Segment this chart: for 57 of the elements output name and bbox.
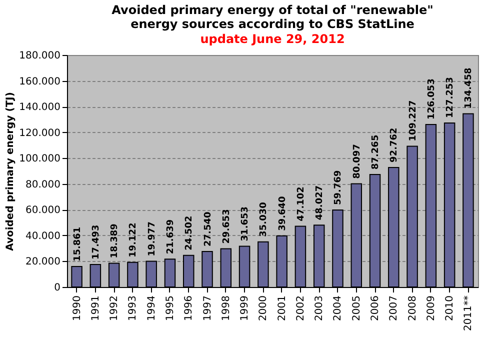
x-tick-label: 2003 — [314, 296, 326, 321]
x-tick-label: 1992 — [109, 296, 120, 321]
x-tick-label: 2001 — [276, 296, 288, 321]
y-tick-label: 120.000 — [19, 128, 60, 139]
x-tick-label: 1993 — [128, 296, 139, 321]
text: 109.227 — [408, 100, 418, 142]
y-axis-title: Avoided primary energy (TJ) — [5, 92, 16, 251]
x-tick-label: 1990 — [72, 296, 83, 321]
text: 19.122 — [128, 222, 139, 258]
x-tick-label: 1991 — [90, 296, 102, 321]
text: 127.253 — [446, 76, 456, 118]
text: 31.653 — [240, 206, 251, 242]
y-tick-label: 40.000 — [26, 230, 60, 242]
x-tick-label: 2009 — [426, 296, 437, 321]
text: 39.640 — [278, 196, 288, 231]
x-tick-label: 2005 — [351, 296, 362, 321]
x-tick-label: 2011** — [463, 296, 474, 331]
text: 24.502 — [184, 216, 195, 250]
x-tick-label: 2000 — [258, 296, 270, 321]
text: 29.653 — [222, 209, 232, 244]
text: 80.097 — [352, 144, 362, 179]
x-tick-label: 2007 — [388, 296, 400, 321]
y-tick-label: 0 — [54, 282, 60, 294]
x-tick-label: 2004 — [332, 296, 344, 321]
x-tick-label: 1999 — [240, 296, 251, 321]
x-tick-label: 1996 — [184, 296, 195, 321]
y-tick-label: 180.000 — [19, 50, 60, 62]
chart-title: Avoided primary energy of total of "renewable" energy sources according to CBS StatLine — [112, 3, 434, 31]
text: 35.030 — [259, 202, 270, 237]
x-tick-label: 2008 — [407, 296, 418, 321]
text: 21.639 — [166, 219, 176, 254]
text: 59.769 — [334, 170, 344, 205]
y-tick-label: 140.000 — [19, 102, 60, 114]
text: 87.265 — [371, 134, 382, 170]
y-tick-label: 60.000 — [26, 205, 60, 216]
y-tick-label: 80.000 — [26, 179, 60, 190]
text: 15.861 — [72, 226, 83, 262]
text: 92.762 — [390, 128, 400, 162]
x-tick-label: 2010 — [444, 296, 456, 321]
x-tick-label: 2006 — [370, 296, 382, 321]
x-tick-label: 1998 — [220, 296, 232, 321]
text: 48.027 — [315, 185, 326, 220]
text: 126.053 — [426, 78, 437, 120]
text: 47.102 — [296, 186, 306, 222]
text: 19.977 — [147, 222, 158, 256]
y-tick-label: 20.000 — [26, 256, 60, 268]
x-tick-label: 2002 — [295, 296, 306, 321]
text: 17.493 — [91, 224, 102, 260]
y-tick-label: 160.000 — [19, 76, 60, 88]
text: 27.540 — [203, 212, 214, 247]
text: 134.458 — [464, 68, 474, 109]
chart-subtitle: update June 29, 2012 — [200, 32, 345, 46]
y-tick-label: 100.000 — [19, 154, 60, 165]
text: 18.389 — [110, 224, 120, 258]
x-tick-label: 1994 — [146, 296, 158, 321]
x-tick-label: 1997 — [202, 296, 214, 321]
x-tick-label: 1995 — [164, 296, 176, 321]
